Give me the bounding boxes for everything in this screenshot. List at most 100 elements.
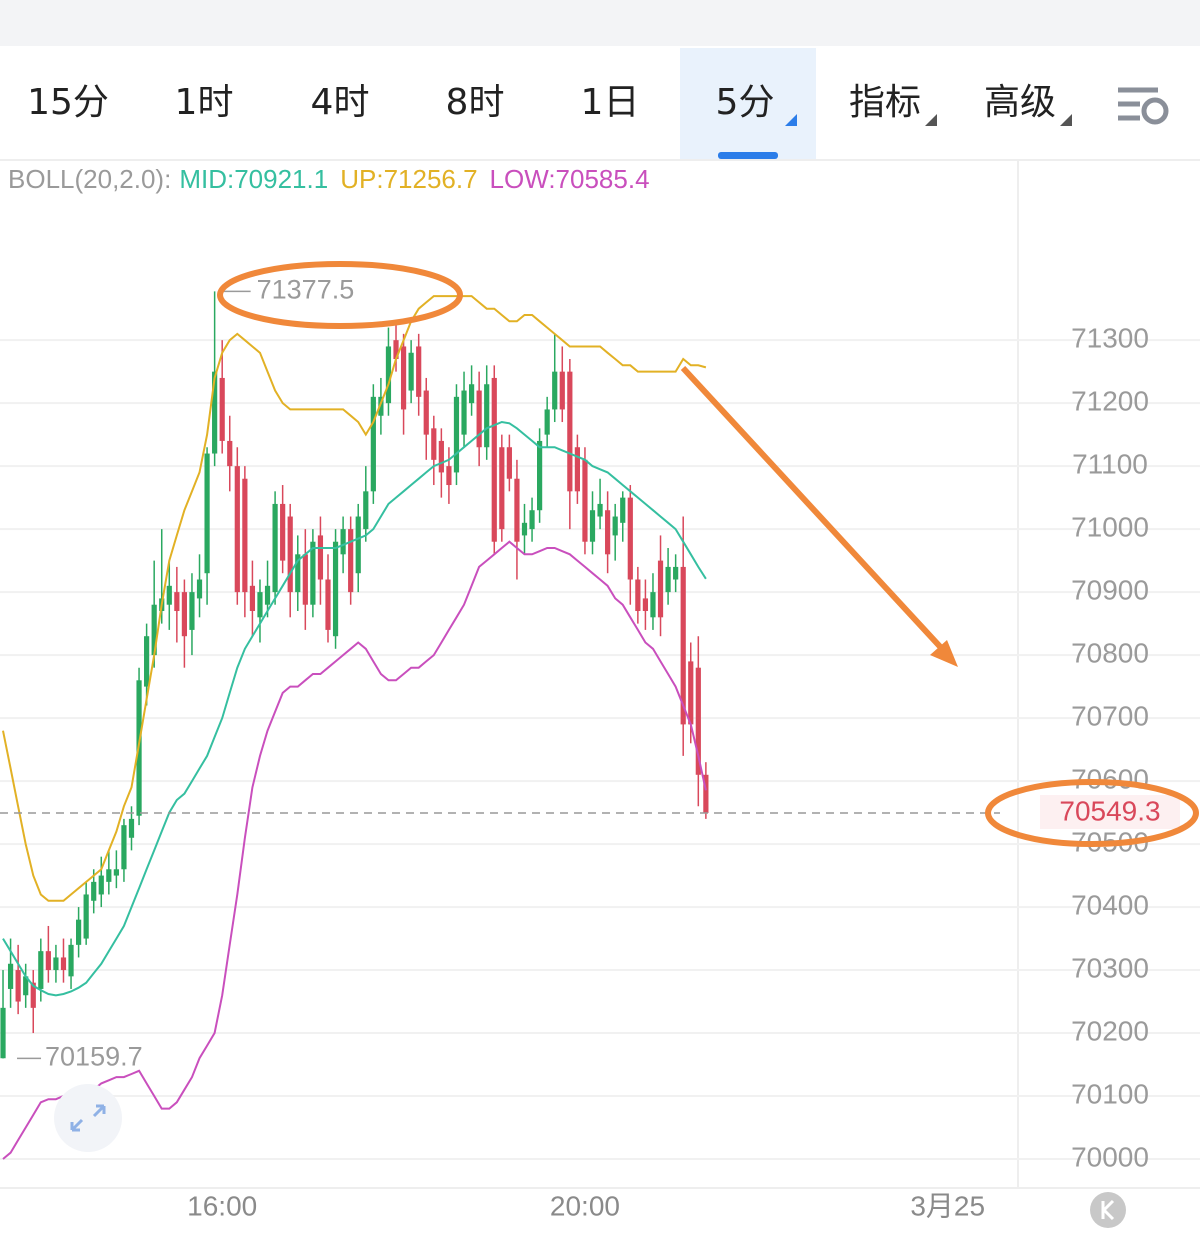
candle-body bbox=[7, 963, 14, 989]
candle-body bbox=[174, 592, 180, 612]
annotation-ellipse bbox=[985, 779, 1199, 848]
settings-icon[interactable] bbox=[1118, 87, 1169, 125]
candle-body bbox=[128, 818, 135, 838]
candle-body bbox=[30, 982, 36, 1008]
expand-button[interactable] bbox=[54, 1084, 122, 1152]
active-tab-bg bbox=[680, 48, 816, 160]
candle-body bbox=[476, 390, 482, 448]
boll-line bbox=[2, 420, 707, 997]
y-tick-label: 71300 bbox=[1071, 323, 1149, 354]
candle-body bbox=[567, 371, 573, 492]
candle-body bbox=[355, 516, 361, 574]
candle-body bbox=[68, 944, 74, 977]
legend-name: UP bbox=[340, 164, 376, 194]
boll-line bbox=[2, 295, 707, 902]
candle-body bbox=[91, 881, 97, 901]
candle-body bbox=[559, 371, 565, 410]
candle-body bbox=[113, 869, 119, 876]
tab[interactable]: 1时 bbox=[175, 82, 234, 123]
candle-body bbox=[484, 384, 490, 448]
candle-body bbox=[499, 447, 505, 530]
legend-name: LOW bbox=[490, 164, 550, 194]
candle-body bbox=[657, 560, 664, 618]
y-tick-label: 70700 bbox=[1071, 700, 1149, 731]
candle-body bbox=[582, 459, 588, 542]
candle-body bbox=[75, 919, 82, 945]
y-tick-label: 70100 bbox=[1071, 1078, 1149, 1109]
candle-body bbox=[620, 497, 626, 523]
tab[interactable]: 15分 bbox=[27, 82, 109, 123]
candle-body bbox=[680, 566, 686, 725]
expand-icon bbox=[70, 1104, 106, 1132]
candle-body bbox=[257, 592, 263, 618]
candle-body bbox=[340, 529, 346, 555]
legend-name: MID bbox=[179, 164, 227, 194]
legend-separator: : bbox=[227, 164, 234, 194]
annotation-ellipse bbox=[217, 261, 463, 329]
candle-body bbox=[665, 566, 671, 593]
tab[interactable]: 指标 bbox=[849, 82, 921, 123]
candle-body bbox=[45, 951, 51, 971]
candle-body bbox=[151, 604, 157, 656]
candle-body bbox=[506, 447, 512, 479]
candle-body bbox=[242, 478, 248, 593]
candle-body bbox=[642, 598, 649, 612]
candle-body bbox=[688, 661, 694, 725]
k-icon bbox=[1101, 1199, 1115, 1221]
indicator-name: BOLL(20,2.0): bbox=[8, 164, 171, 194]
candle-body bbox=[627, 497, 633, 580]
legend-value: 70921.1 bbox=[234, 164, 328, 194]
candle-body bbox=[83, 894, 89, 939]
dropdown-caret bbox=[785, 114, 797, 126]
candle-body bbox=[144, 636, 150, 687]
y-tick-label: 70900 bbox=[1071, 575, 1149, 606]
legend-separator: : bbox=[548, 164, 555, 194]
tab[interactable]: 4时 bbox=[311, 82, 370, 123]
candle-body bbox=[446, 466, 452, 486]
candle-body bbox=[287, 516, 293, 593]
candle-body bbox=[15, 970, 21, 1002]
candle-body bbox=[189, 592, 195, 630]
candle-body bbox=[703, 774, 709, 814]
candle-body bbox=[597, 503, 603, 517]
tab[interactable]: 1日 bbox=[581, 82, 640, 123]
candle-body bbox=[605, 510, 611, 555]
y-tick-label: 70400 bbox=[1071, 889, 1149, 920]
candle-body bbox=[234, 466, 240, 593]
candle-body bbox=[325, 579, 331, 630]
candle-body bbox=[302, 554, 308, 605]
legend-value: 70585.4 bbox=[556, 164, 650, 194]
candle-body bbox=[438, 440, 444, 473]
last-price-label: 70549.3 bbox=[1059, 795, 1160, 826]
dropdown-caret bbox=[925, 114, 937, 126]
tab[interactable]: 5分 bbox=[716, 82, 775, 123]
candle-body bbox=[317, 535, 324, 580]
candle-body bbox=[461, 390, 467, 435]
tab[interactable]: 8时 bbox=[446, 82, 505, 123]
tab[interactable]: 高级 bbox=[984, 82, 1056, 123]
candle-body bbox=[385, 346, 392, 404]
candle-body bbox=[378, 396, 384, 416]
y-tick-label: 70200 bbox=[1071, 1015, 1149, 1046]
candle-body bbox=[514, 478, 520, 542]
candle-body bbox=[272, 503, 278, 593]
y-tick-label: 70000 bbox=[1071, 1141, 1149, 1172]
candle-body bbox=[249, 585, 256, 612]
candle-body bbox=[521, 522, 528, 536]
candle-body bbox=[650, 592, 656, 618]
active-tab-underline bbox=[718, 152, 778, 159]
candle-body bbox=[106, 869, 112, 882]
k-button[interactable] bbox=[1090, 1192, 1126, 1228]
candle-body bbox=[370, 396, 376, 492]
candle-body bbox=[23, 976, 29, 996]
min-marker-label: 70159.7 bbox=[45, 1042, 143, 1072]
candle-body bbox=[529, 510, 535, 530]
annotations bbox=[54, 261, 1126, 1228]
candle-body bbox=[38, 951, 44, 989]
x-tick-label: 3月25 bbox=[910, 1190, 985, 1221]
candle-body bbox=[264, 585, 271, 605]
candle-body bbox=[552, 371, 558, 410]
candle-body bbox=[400, 346, 407, 410]
candle-body bbox=[574, 447, 580, 492]
candle-body bbox=[673, 566, 679, 580]
